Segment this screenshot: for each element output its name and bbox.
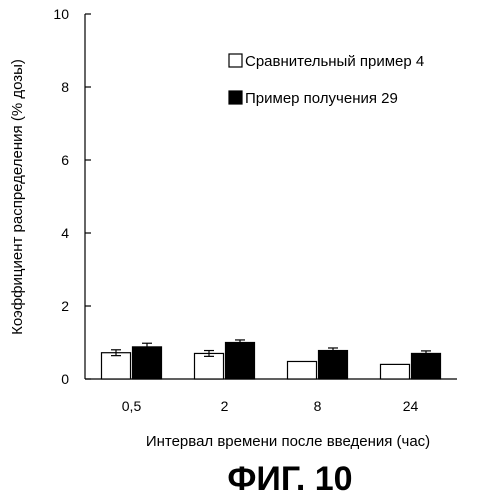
y-tick-label: 0 [61, 371, 69, 387]
bar-series-1 [381, 364, 410, 379]
figure-label: ФИГ. 10 [227, 460, 352, 498]
legend: Сравнительный пример 4 Пример получения … [229, 53, 424, 107]
bar-series-2 [226, 343, 255, 380]
bar-series-2 [412, 353, 441, 379]
y-tick-label: 4 [61, 225, 69, 241]
bar-series-1 [195, 353, 224, 379]
y-tick-label: 2 [61, 298, 69, 314]
y-tick-label: 10 [53, 6, 69, 22]
bars [102, 340, 441, 379]
x-tick-label: 8 [314, 398, 322, 414]
legend-swatch-series-1 [229, 54, 242, 67]
x-tick-label: 0,5 [122, 398, 142, 414]
y-tick-label: 8 [61, 79, 69, 95]
y-axis-title: Коэффициент распределения (% дозы) [9, 59, 26, 335]
legend-label-series-2: Пример получения 29 [245, 90, 398, 107]
y-tick-label: 6 [61, 152, 69, 168]
x-axis-ticks: 0,5 2 8 24 [122, 398, 419, 414]
bar-series-2 [133, 347, 162, 379]
legend-label-series-1: Сравнительный пример 4 [245, 53, 424, 70]
bar-series-1 [288, 361, 317, 379]
x-axis-title: Интервал времени после введения (час) [146, 433, 430, 450]
bar-series-2 [319, 351, 348, 379]
bar-series-1 [102, 353, 131, 379]
legend-swatch-series-2 [229, 91, 242, 104]
x-tick-label: 2 [221, 398, 229, 414]
x-tick-label: 24 [403, 398, 419, 414]
